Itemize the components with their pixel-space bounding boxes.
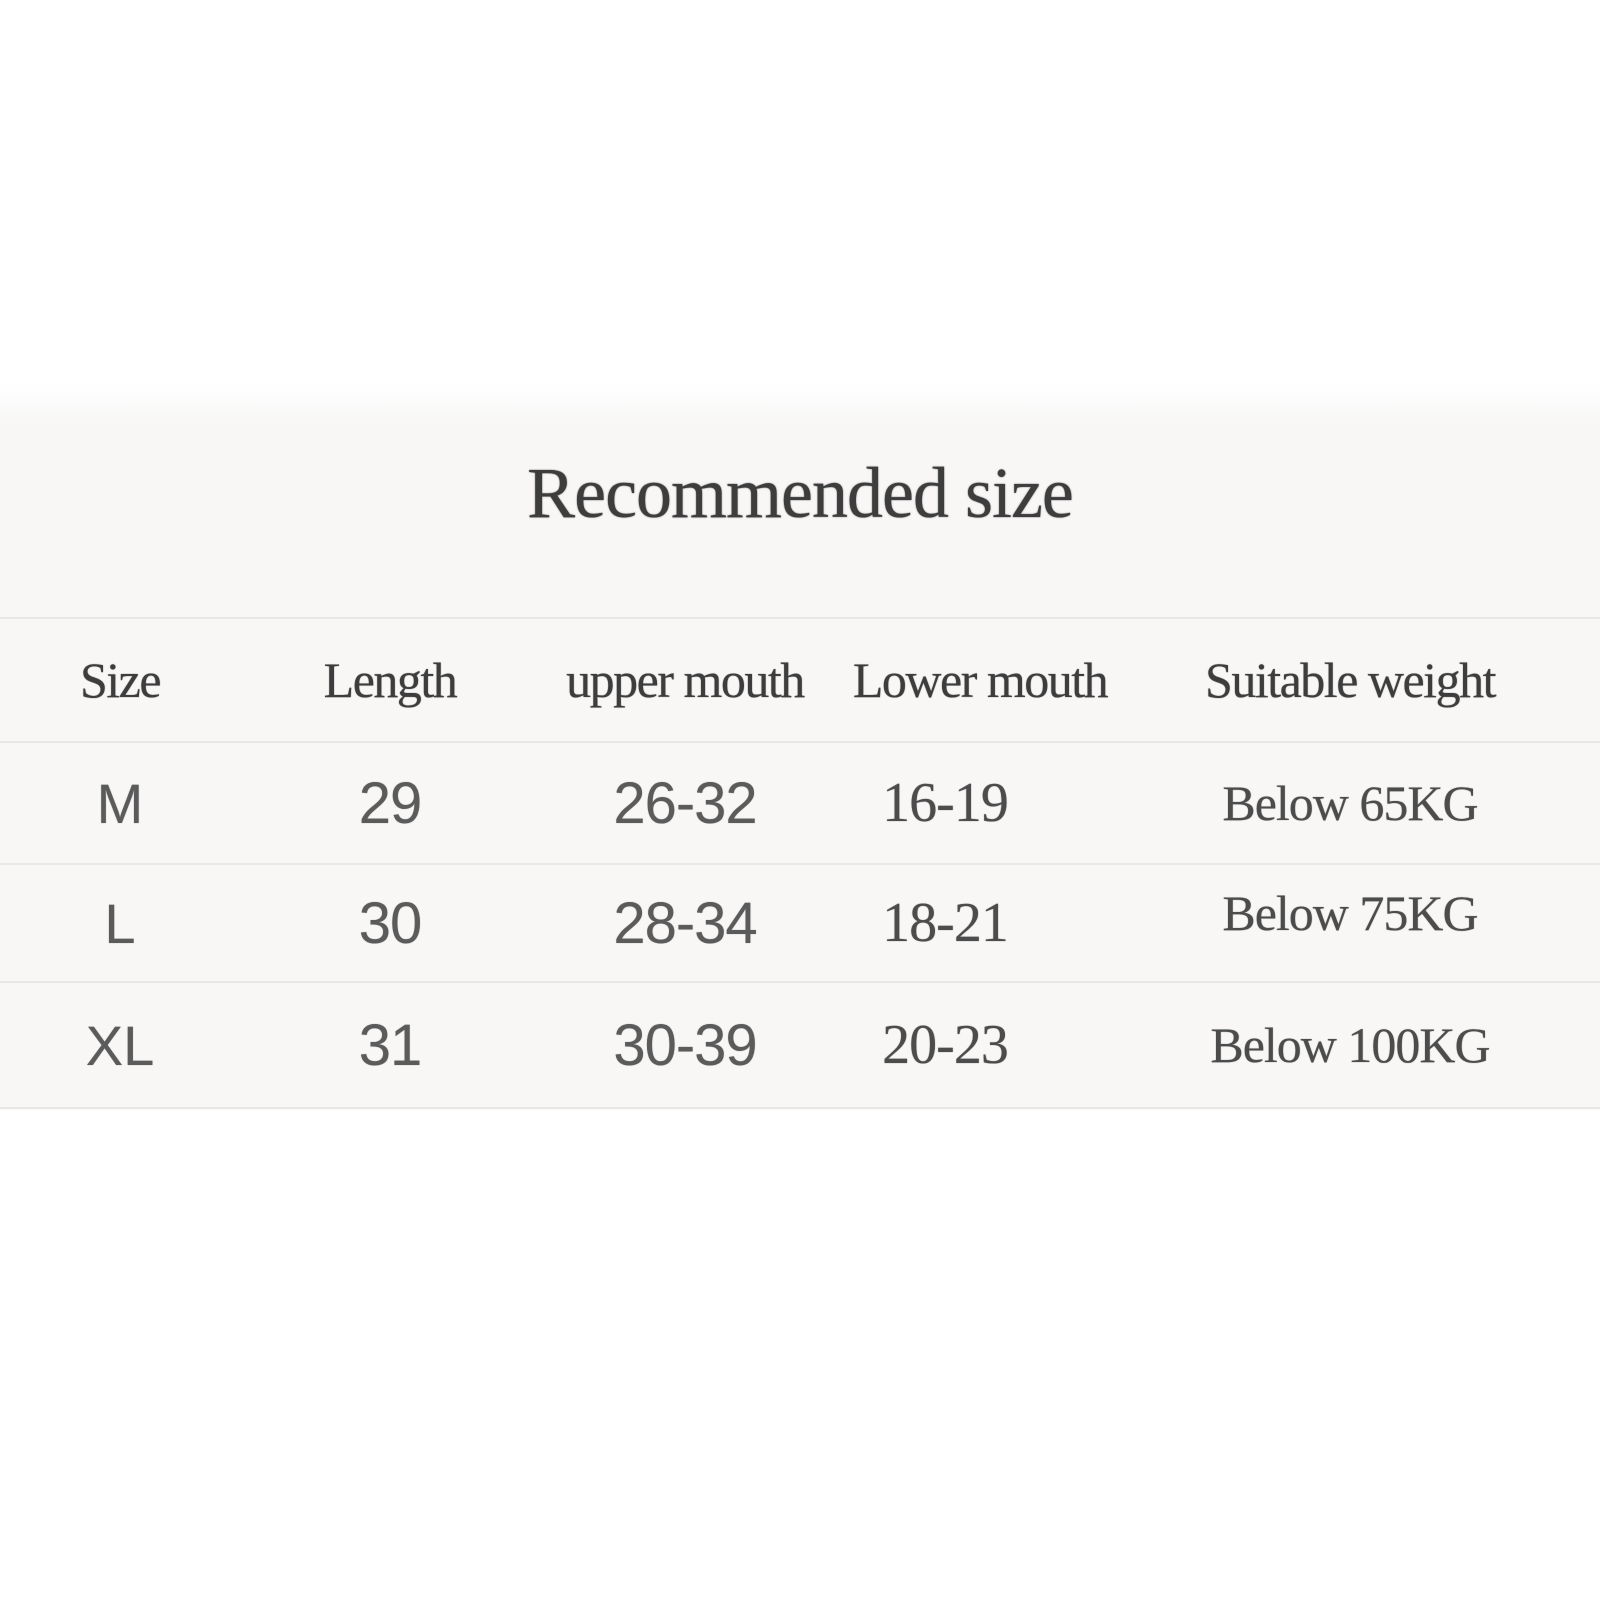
cell-l-weight: Below 75KG (1222, 885, 1478, 941)
table-row-xl: XL 31 30-39 20-23 Below 100KG (0, 983, 1600, 1109)
header-upper-mouth: upper mouth (566, 652, 805, 708)
cell-m-length: 29 (358, 770, 423, 836)
header-suitable-weight: Suitable weight (1205, 652, 1496, 708)
table-header-row: Size Length upper mouth Lower mouth Suit… (0, 617, 1600, 743)
cell-m-size: M (96, 771, 144, 835)
cell-xl-lower-mouth: 20-23 (882, 1014, 1009, 1076)
cell-l-size: L (104, 891, 136, 955)
cell-m-lower-mouth: 16-19 (882, 772, 1009, 834)
size-table: Size Length upper mouth Lower mouth Suit… (0, 617, 1600, 1109)
cell-l-upper-mouth: 28-34 (613, 890, 757, 956)
cell-xl-size: XL (85, 1013, 155, 1077)
cell-m-upper-mouth: 26-32 (613, 770, 757, 836)
header-size: Size (79, 652, 162, 708)
gray-band-background (0, 382, 1600, 1110)
cell-m-weight: Below 65KG (1222, 775, 1478, 831)
cell-xl-upper-mouth: 30-39 (613, 1012, 757, 1078)
header-length: Length (323, 652, 458, 708)
cell-xl-length: 31 (358, 1012, 423, 1078)
page-title: Recommended size (527, 453, 1074, 533)
cell-l-length: 30 (358, 890, 423, 956)
cell-l-lower-mouth: 18-21 (882, 892, 1009, 954)
cell-xl-weight: Below 100KG (1210, 1017, 1490, 1073)
table-row-m: M 29 26-32 16-19 Below 65KG (0, 743, 1600, 865)
header-lower-mouth: Lower mouth (852, 652, 1109, 708)
table-row-l: L 30 28-34 18-21 Below 75KG (0, 865, 1600, 983)
